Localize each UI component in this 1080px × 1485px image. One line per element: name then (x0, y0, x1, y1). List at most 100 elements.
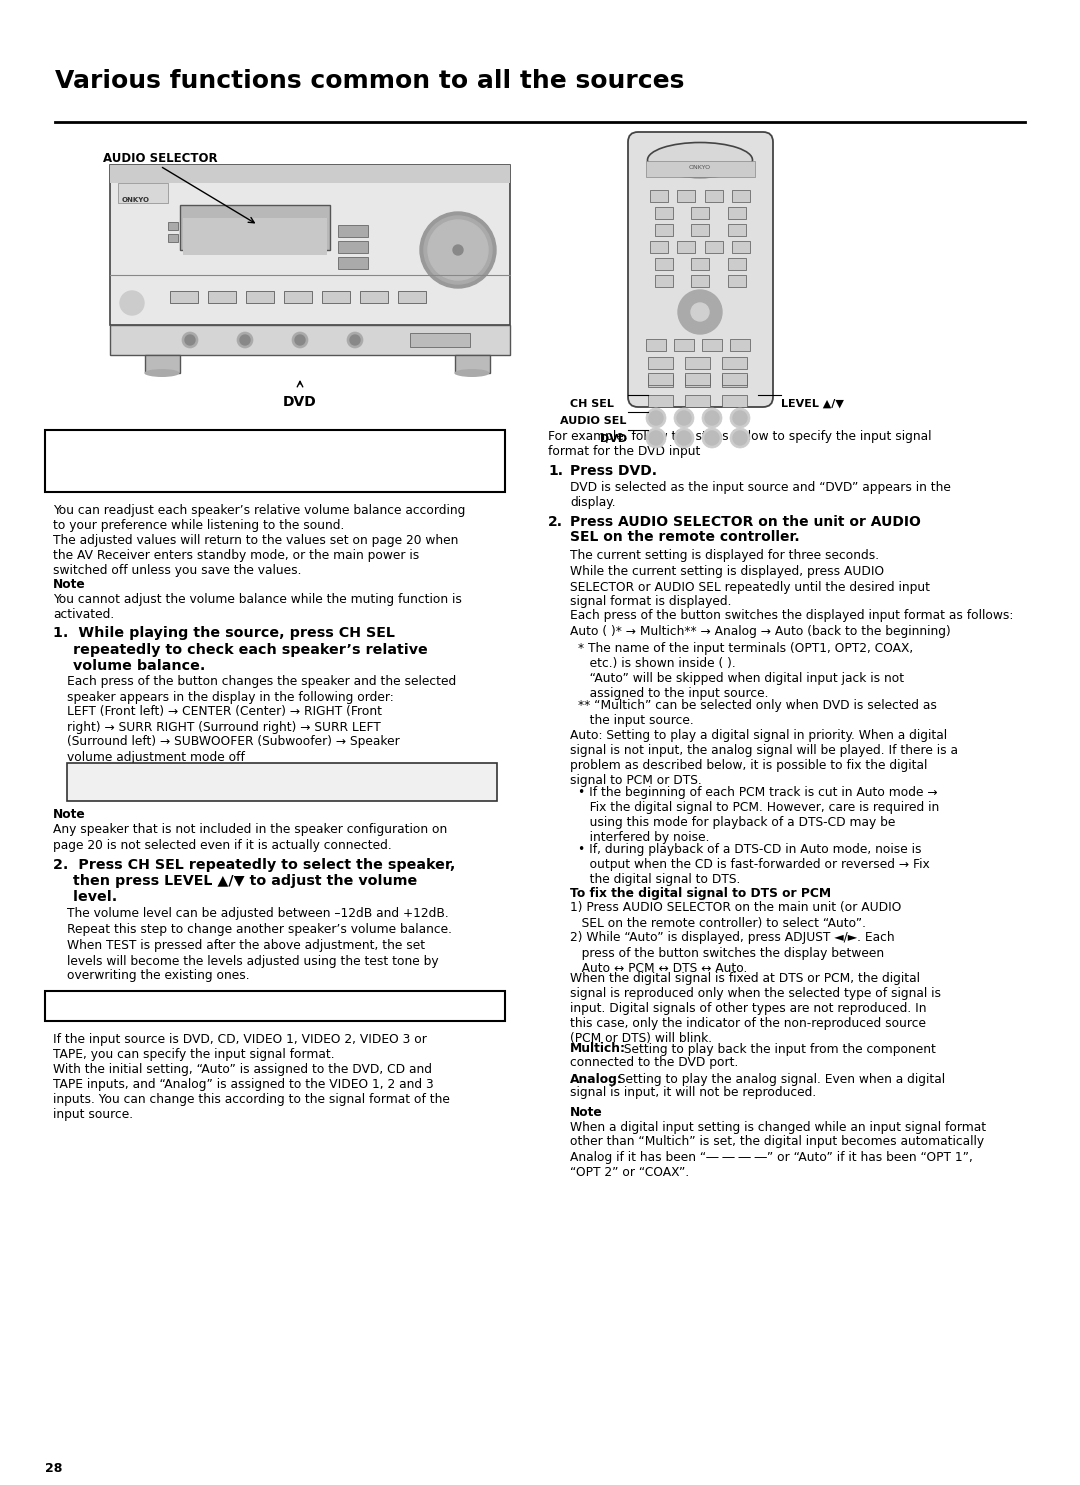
Bar (723, 373, 747, 385)
Text: Various functions common to all the sources: Various functions common to all the sour… (55, 68, 685, 94)
Bar (145, 355, 180, 373)
Ellipse shape (145, 368, 179, 377)
Text: When a digital input setting is changed while an input signal format
other than : When a digital input setting is changed … (570, 1121, 986, 1179)
Text: To fix the digital signal to DTS or PCM: To fix the digital signal to DTS or PCM (570, 887, 832, 900)
Bar (685, 356, 710, 368)
Circle shape (677, 411, 691, 425)
Bar (646, 339, 666, 350)
Circle shape (733, 411, 747, 425)
Text: signal is input, it will not be reproduced.: signal is input, it will not be reproduc… (570, 1086, 816, 1099)
Bar (648, 395, 673, 407)
Text: ENT: ENT (694, 307, 705, 312)
Text: Auto: Setting to play a digital signal in priority. When a digital
signal is not: Auto: Setting to play a digital signal i… (570, 729, 958, 787)
Text: SEL on the remote controller.: SEL on the remote controller. (570, 530, 799, 544)
Bar (170, 291, 198, 303)
Bar (704, 241, 723, 252)
Text: 2.  Press CH SEL repeatedly to select the speaker,
    then press LEVEL ▲/▼ to a: 2. Press CH SEL repeatedly to select the… (53, 857, 456, 904)
Text: CH SEL: CH SEL (570, 399, 613, 408)
Bar (728, 224, 745, 236)
Bar (677, 190, 696, 202)
Circle shape (424, 215, 492, 284)
Bar (691, 258, 710, 270)
Bar (45, 990, 505, 1022)
Bar (704, 190, 723, 202)
Text: LEFT (Front left) → CENTER (Center) → RIGHT (Front
right) → SURR RIGHT (Surround: LEFT (Front left) → CENTER (Center) → RI… (67, 705, 400, 763)
Bar (646, 160, 755, 177)
Circle shape (705, 431, 719, 446)
Text: For example, follow the steps below to specify the input signal
format for the D: For example, follow the steps below to s… (548, 431, 931, 457)
Text: L e f t: L e f t (83, 769, 141, 783)
Bar (183, 218, 327, 255)
Text: The volume level can be adjusted between –12dB and +12dB.: The volume level can be adjusted between… (67, 906, 449, 919)
Bar (168, 235, 178, 242)
Circle shape (674, 408, 694, 428)
Text: Note: Note (53, 808, 85, 821)
Bar (685, 395, 710, 407)
Text: You can readjust each speaker’s relative volume balance according
to your prefer: You can readjust each speaker’s relative… (53, 503, 465, 532)
Circle shape (691, 303, 708, 321)
Circle shape (428, 220, 488, 281)
Text: 1.: 1. (548, 463, 563, 478)
Bar (110, 325, 510, 355)
Text: connected to the DVD port.: connected to the DVD port. (570, 1056, 739, 1069)
Bar (691, 224, 710, 236)
Text: LEVEL ▲/▼: LEVEL ▲/▼ (781, 399, 843, 408)
Circle shape (120, 291, 144, 315)
Circle shape (705, 411, 719, 425)
Bar (648, 373, 673, 385)
Bar (654, 275, 673, 287)
Text: Analog:: Analog: (570, 1072, 623, 1086)
Text: DVD is selected as the input source and “DVD” appears in the
display.: DVD is selected as the input source and … (570, 481, 950, 509)
Circle shape (646, 408, 666, 428)
Text: If the input source is DVD, CD, VIDEO 1, VIDEO 2, VIDEO 3 or
TAPE, you can speci: If the input source is DVD, CD, VIDEO 1,… (53, 1034, 427, 1060)
Text: 1) Press AUDIO SELECTOR on the main unit (or AUDIO
   SEL on the remote controll: 1) Press AUDIO SELECTOR on the main unit… (570, 901, 902, 974)
Text: Each press of the button switches the displayed input format as follows:: Each press of the button switches the di… (570, 609, 1013, 622)
Bar (180, 205, 330, 249)
Text: The current setting is displayed for three seconds.: The current setting is displayed for thr… (570, 549, 879, 561)
Text: =: = (228, 769, 237, 783)
Bar (691, 275, 710, 287)
Text: With the initial setting, “Auto” is assigned to the DVD, CD and
TAPE inputs, and: With the initial setting, “Auto” is assi… (53, 1063, 450, 1121)
Ellipse shape (648, 143, 753, 178)
Bar (650, 190, 669, 202)
Text: AUDIO SELECTOR: AUDIO SELECTOR (103, 151, 217, 165)
Text: Note: Note (570, 1105, 603, 1118)
Bar (728, 258, 745, 270)
Bar (732, 241, 750, 252)
Circle shape (730, 428, 750, 448)
Text: Each press of the button changes the speaker and the selected
speaker appears in: Each press of the button changes the spe… (67, 676, 456, 704)
Text: You cannot adjust the volume balance while the muting function is
activated.: You cannot adjust the volume balance whi… (53, 593, 462, 621)
Text: Any speaker that is not included in the speaker configuration on
page 20 is not : Any speaker that is not included in the … (53, 824, 447, 851)
Text: balance temporarily: balance temporarily (55, 457, 213, 471)
Text: 0: 0 (308, 769, 316, 783)
Bar (110, 165, 510, 183)
Circle shape (702, 428, 723, 448)
Circle shape (646, 428, 666, 448)
Bar (338, 241, 368, 252)
Bar (338, 226, 368, 238)
Text: dB: dB (321, 781, 333, 790)
Text: ONKYO: ONKYO (689, 165, 711, 169)
Circle shape (237, 333, 253, 347)
Circle shape (677, 431, 691, 446)
Bar (322, 291, 350, 303)
Text: While the current setting is displayed, press AUDIO
SELECTOR or AUDIO SEL repeat: While the current setting is displayed, … (570, 566, 930, 609)
Circle shape (733, 431, 747, 446)
Bar (168, 221, 178, 230)
Bar (399, 291, 426, 303)
Circle shape (295, 336, 305, 345)
Text: DVD: DVD (283, 395, 316, 408)
Bar (728, 206, 745, 218)
FancyBboxPatch shape (627, 132, 773, 407)
Bar (648, 356, 673, 368)
Text: Adjusting each speaker’s relative volume: Adjusting each speaker’s relative volume (55, 440, 379, 454)
Text: When TEST is pressed after the above adjustment, the set
levels will become the : When TEST is pressed after the above adj… (67, 940, 438, 983)
Circle shape (292, 333, 308, 347)
Text: Press AUDIO SELECTOR on the unit or AUDIO: Press AUDIO SELECTOR on the unit or AUDI… (570, 515, 921, 529)
Text: Multich:: Multich: (570, 1042, 626, 1056)
Bar (650, 241, 669, 252)
Circle shape (185, 336, 195, 345)
Bar (732, 190, 750, 202)
Circle shape (674, 428, 694, 448)
Text: • If, during playback of a DTS-CD in Auto mode, noise is
   output when the CD i: • If, during playback of a DTS-CD in Aut… (578, 843, 930, 887)
